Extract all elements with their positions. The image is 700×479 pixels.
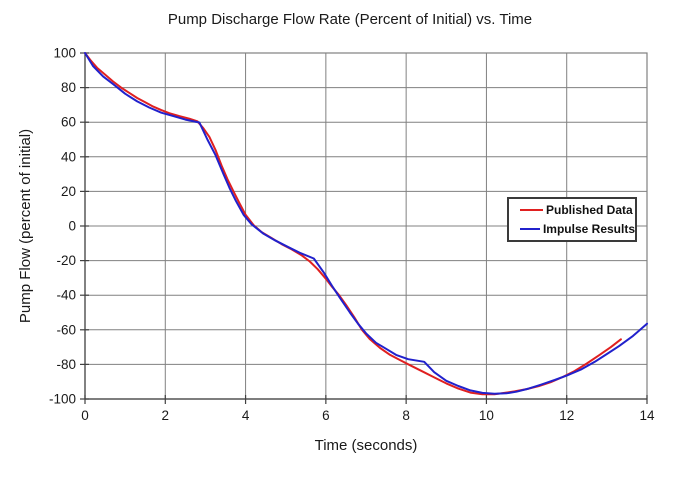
y-tick-label: -20	[56, 253, 76, 268]
x-tick-label: 12	[559, 408, 574, 423]
x-tick-label: 8	[402, 408, 410, 423]
y-tick-label: 60	[61, 115, 76, 130]
y-axis-title: Pump Flow (percent of initial)	[17, 128, 34, 324]
y-tick-label: -100	[49, 392, 76, 407]
legend-item: Impulse Results	[520, 222, 635, 236]
y-tick-label: -60	[56, 322, 76, 337]
legend: Published Data Impulse Results	[507, 197, 637, 242]
y-tick-label: 40	[61, 149, 76, 164]
x-tick-label: 6	[322, 408, 330, 423]
legend-item: Published Data	[520, 203, 635, 217]
series-line-impulse-results	[84, 52, 648, 395]
y-tick-label: -80	[56, 357, 76, 372]
y-tick-label: 100	[53, 46, 76, 61]
chart-title: Pump Discharge Flow Rate (Percent of Ini…	[167, 11, 533, 28]
x-tick-label: 4	[242, 408, 250, 423]
y-tick-label: 0	[68, 219, 76, 234]
x-axis-title: Time (seconds)	[314, 437, 418, 454]
y-tick-label: 20	[61, 184, 76, 199]
y-tick-label: 80	[61, 80, 76, 95]
legend-label: Impulse Results	[542, 222, 635, 236]
x-tick-label: 14	[639, 408, 655, 423]
x-tick-label: 10	[479, 408, 494, 423]
y-tick-label: -40	[56, 288, 76, 303]
x-tick-label: 2	[162, 408, 170, 423]
x-tick-label: 0	[81, 408, 89, 423]
legend-line-impulse-results-icon	[520, 228, 540, 230]
legend-label: Published Data	[546, 203, 633, 217]
legend-line-published-data-icon	[520, 209, 543, 211]
